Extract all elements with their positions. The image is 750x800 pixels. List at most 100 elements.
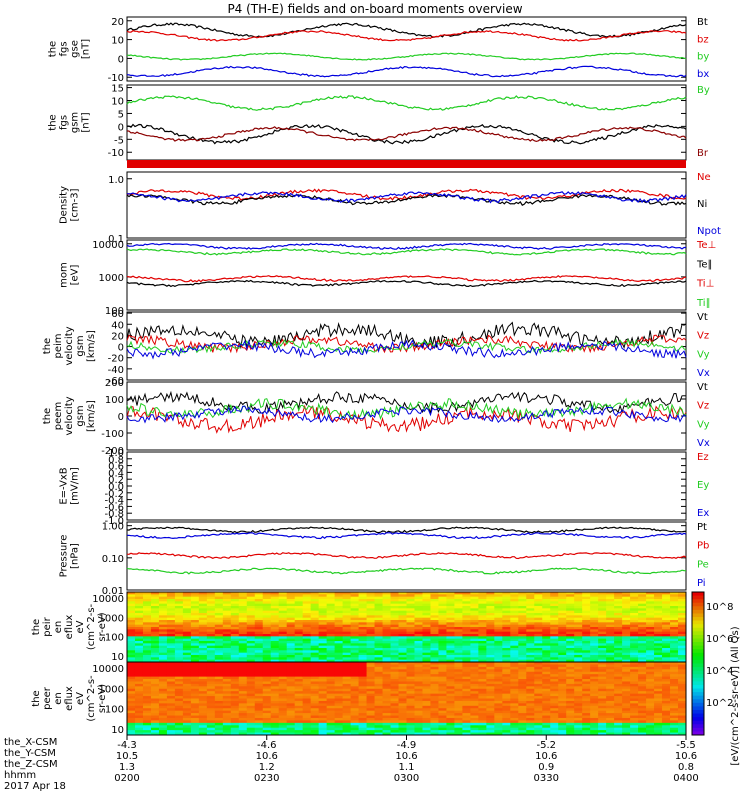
ylabel-line: the bbox=[31, 619, 42, 635]
heatmap-cell bbox=[462, 622, 471, 626]
ytick-label: 0.6 bbox=[108, 462, 124, 473]
heatmap-cell bbox=[390, 617, 400, 621]
heatmap-cell bbox=[302, 717, 312, 721]
heatmap-cell bbox=[262, 717, 272, 721]
heatmap-cell bbox=[646, 594, 655, 598]
heatmap-cell bbox=[150, 666, 160, 670]
heatmap-cell bbox=[318, 686, 328, 690]
heatmap-cell bbox=[574, 696, 583, 699]
heatmap-cell bbox=[542, 657, 551, 661]
heatmap-cell bbox=[166, 681, 176, 685]
heatmap-cell bbox=[262, 713, 272, 717]
heatmap-cell bbox=[222, 620, 232, 623]
legend-Vx: Vx bbox=[697, 438, 710, 449]
heatmap-cell bbox=[230, 669, 240, 673]
heatmap-cell bbox=[486, 676, 495, 680]
heatmap-cell bbox=[606, 655, 615, 658]
heatmap-cell bbox=[270, 599, 280, 602]
heatmap-cell bbox=[158, 676, 168, 680]
heatmap-cell bbox=[406, 638, 415, 642]
heatmap-cell bbox=[630, 659, 639, 663]
heatmap-cell bbox=[630, 703, 639, 707]
heatmap-cell bbox=[470, 627, 479, 630]
heatmap-cell bbox=[366, 634, 376, 637]
heatmap-cell bbox=[558, 679, 567, 682]
heatmap-cell bbox=[502, 622, 511, 626]
heatmap-cell bbox=[406, 606, 415, 609]
heatmap-cell bbox=[318, 617, 328, 621]
heatmap-cell bbox=[494, 686, 503, 690]
heatmap-cell bbox=[422, 679, 431, 682]
heatmap-cell bbox=[486, 652, 495, 656]
heatmap-cell bbox=[606, 705, 615, 709]
heatmap-cell bbox=[486, 592, 495, 595]
heatmap-cell bbox=[366, 708, 376, 712]
heatmap-cell bbox=[374, 617, 384, 621]
heatmap-cell bbox=[470, 629, 479, 633]
heatmap-cell bbox=[190, 624, 200, 628]
heatmap-cell bbox=[350, 610, 360, 614]
heatmap-cell bbox=[478, 629, 487, 633]
heatmap-cell bbox=[630, 664, 639, 668]
heatmap-cell bbox=[150, 696, 160, 699]
heatmap-cell bbox=[590, 732, 599, 736]
heatmap-cell bbox=[342, 722, 352, 726]
heatmap-cell bbox=[342, 725, 352, 729]
heatmap-cell bbox=[638, 710, 647, 714]
heatmap-cell bbox=[622, 631, 631, 635]
colorbar-cell bbox=[692, 624, 704, 629]
heatmap-cell bbox=[246, 727, 256, 731]
heatmap-cell bbox=[142, 722, 152, 726]
heatmap-cell bbox=[574, 715, 583, 719]
heatmap-cell bbox=[646, 622, 655, 626]
heatmap-cell bbox=[654, 613, 663, 616]
heatmap-cell bbox=[278, 696, 288, 699]
heatmap-cell bbox=[630, 715, 639, 719]
heatmap-cell bbox=[206, 671, 216, 675]
heatmap-cell bbox=[614, 659, 623, 663]
heatmap-cell bbox=[286, 730, 296, 734]
heatmap-cell bbox=[198, 693, 208, 697]
heatmap-cell bbox=[446, 631, 455, 635]
series-Br bbox=[126, 126, 687, 143]
heatmap-cell bbox=[510, 613, 519, 616]
heatmap-cell bbox=[454, 659, 463, 663]
heatmap-cell bbox=[662, 713, 671, 717]
heatmap-cell bbox=[398, 615, 407, 619]
heatmap-cell bbox=[518, 674, 527, 678]
heatmap-cell bbox=[478, 650, 487, 654]
heatmap-cell bbox=[406, 708, 415, 712]
heatmap-cell bbox=[566, 705, 575, 709]
heatmap-cell bbox=[638, 631, 647, 635]
heatmap-cell bbox=[334, 713, 344, 717]
heatmap-cell bbox=[374, 696, 384, 699]
heatmap-cell bbox=[254, 683, 264, 687]
heatmap-cell bbox=[382, 664, 392, 668]
heatmap-cell bbox=[550, 657, 559, 661]
heatmap-cell bbox=[462, 703, 471, 707]
heatmap-cell bbox=[214, 725, 224, 729]
heatmap-cell bbox=[374, 599, 384, 602]
series-Vy bbox=[126, 338, 687, 355]
heatmap-cell bbox=[198, 596, 208, 600]
heatmap-cell bbox=[246, 696, 256, 699]
heatmap-cell bbox=[174, 693, 184, 697]
heatmap-cell bbox=[438, 669, 447, 673]
heatmap-cell bbox=[198, 613, 208, 616]
heatmap-cell bbox=[398, 730, 407, 734]
heatmap-cell bbox=[278, 679, 288, 682]
heatmap-cell bbox=[190, 608, 200, 612]
heatmap-cell bbox=[598, 688, 607, 692]
heatmap-cell bbox=[318, 631, 328, 635]
heatmap-cell bbox=[206, 683, 216, 687]
heatmap-cell bbox=[478, 681, 487, 685]
heatmap-cell bbox=[222, 594, 232, 598]
heatmap-cell bbox=[278, 613, 288, 616]
heatmap-cell bbox=[134, 657, 144, 661]
heatmap-cell bbox=[302, 674, 312, 678]
heatmap-cell bbox=[206, 613, 216, 616]
heatmap-cell bbox=[246, 722, 256, 726]
heatmap-cell bbox=[558, 698, 567, 702]
heatmap-cell bbox=[206, 708, 216, 712]
heatmap-cell bbox=[358, 617, 368, 621]
